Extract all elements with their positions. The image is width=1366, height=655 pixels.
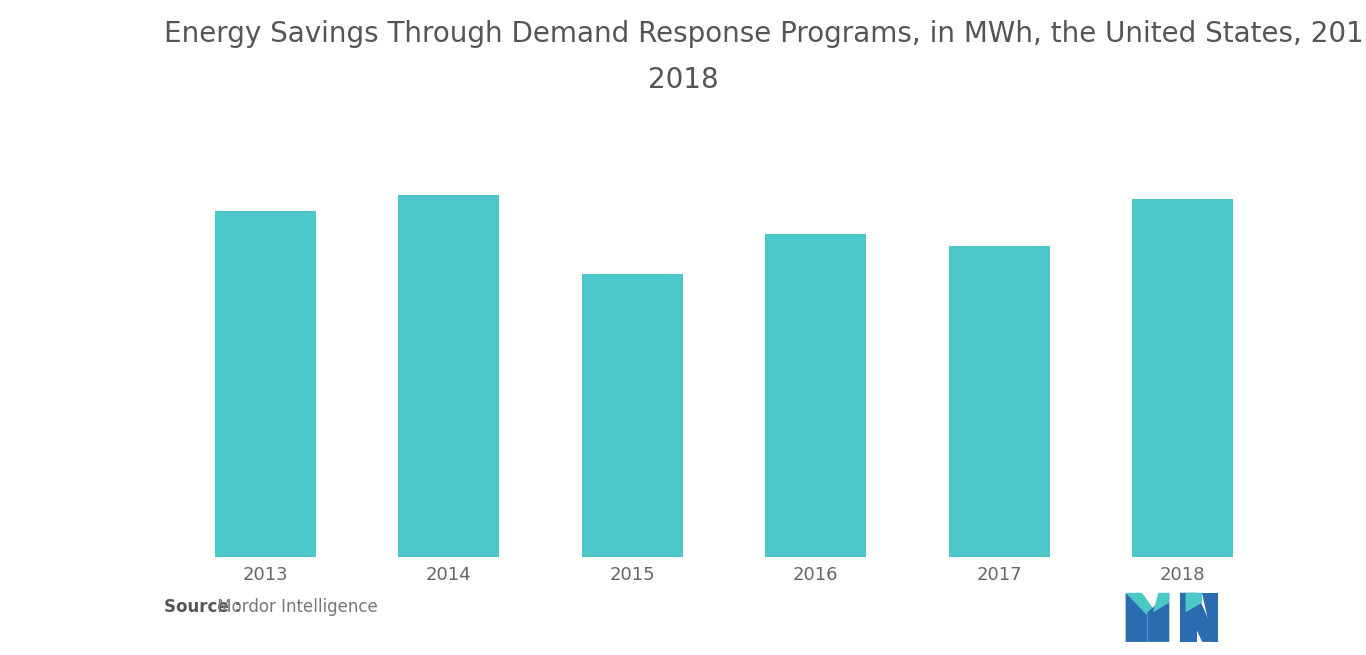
Text: Energy Savings Through Demand Response Programs, in MWh, the United States, 2013: Energy Savings Through Demand Response P… xyxy=(164,20,1366,48)
Bar xyxy=(1132,199,1233,557)
Polygon shape xyxy=(1186,593,1202,612)
Bar xyxy=(214,211,316,557)
Text: Source :: Source : xyxy=(164,598,240,616)
Polygon shape xyxy=(1126,593,1147,642)
Polygon shape xyxy=(1180,593,1197,642)
Text: Mordor Intelligence: Mordor Intelligence xyxy=(212,598,377,616)
Bar xyxy=(582,274,683,557)
Polygon shape xyxy=(1126,593,1158,616)
Polygon shape xyxy=(1202,593,1218,642)
Text: 2018: 2018 xyxy=(647,66,719,94)
Polygon shape xyxy=(1180,593,1218,642)
Bar xyxy=(949,246,1049,557)
Polygon shape xyxy=(1153,593,1169,612)
Polygon shape xyxy=(1147,593,1169,642)
Bar xyxy=(399,195,499,557)
Bar xyxy=(765,234,866,557)
